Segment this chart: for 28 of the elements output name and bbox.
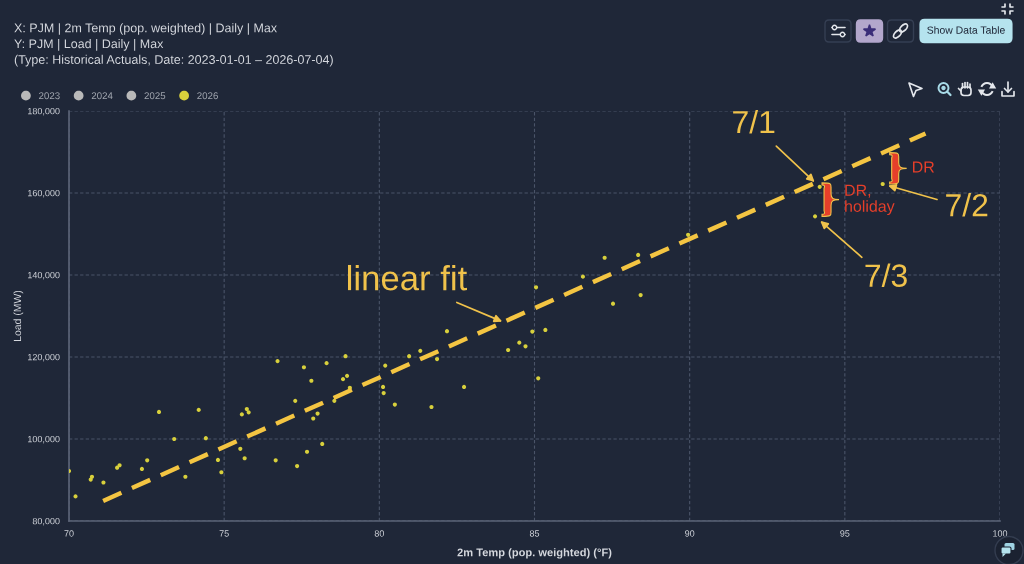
- y-tick-label: 100,000: [28, 435, 60, 444]
- y-tick-label: 80,000: [32, 517, 60, 526]
- y-tick-label: 160,000: [28, 189, 60, 198]
- legend-label: 2023: [39, 92, 60, 100]
- y-tick-label: 180,000: [28, 107, 60, 116]
- chart-subtitle: Y: PJM | Load | Daily | Max (Type: Historical Actuals, Date: 2023-01-01 – 2026-07-04): [14, 39, 333, 67]
- chart-title: X: PJM | 2m Temp (pop. weighted) | Daily | Max: [14, 23, 277, 35]
- annotation: 7/2: [946, 193, 988, 217]
- x-tick-label: 85: [529, 530, 540, 537]
- legend-label: 2026: [197, 92, 218, 100]
- annotation: 7/3: [865, 263, 907, 287]
- x-tick-label: 70: [64, 530, 74, 537]
- annotation: DR: [913, 161, 935, 173]
- y-tick-label: 140,000: [28, 271, 60, 280]
- annotation: 7/1: [733, 109, 775, 134]
- x-axis-title: 2m Temp (pop. weighted) (°F): [457, 548, 612, 559]
- y-axis-title: Load (MW): [13, 290, 24, 341]
- x-tick-label: 80: [374, 530, 384, 537]
- x-tick-label: 95: [840, 530, 850, 537]
- x-tick-label: 75: [219, 530, 229, 537]
- text: Show Data Table: [927, 26, 1005, 34]
- annotation: linear fit: [348, 264, 467, 291]
- legend-label: 2025: [144, 92, 166, 100]
- x-tick-label: 100: [993, 530, 1008, 537]
- legend-label: 2024: [91, 92, 113, 100]
- y-tick-label: 120,000: [28, 353, 60, 362]
- annotation: DR, holiday: [845, 184, 895, 216]
- x-tick-label: 90: [685, 530, 695, 537]
